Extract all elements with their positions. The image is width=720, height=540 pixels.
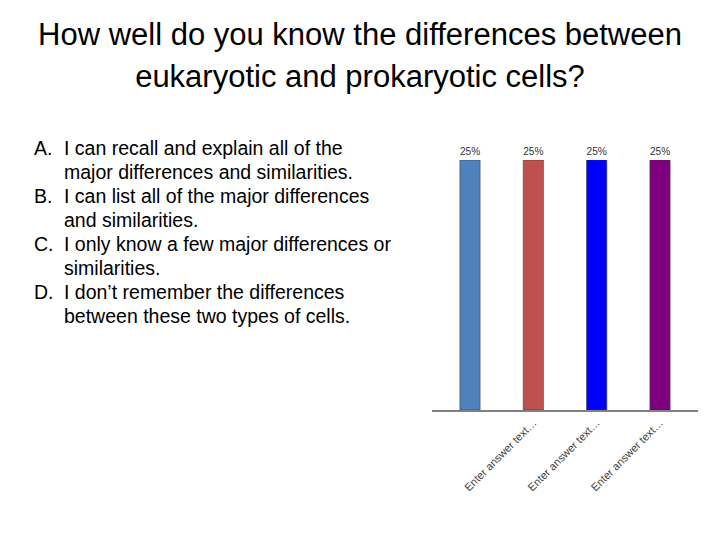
svg-text:Enter answer text…: Enter answer text… <box>525 417 602 494</box>
html-text:A.: A. <box>34 137 53 159</box>
html-text:C.: C. <box>34 233 54 255</box>
html-text:How well do you know the diffe: How well do you know the differences bet… <box>38 17 682 94</box>
html-text:I don’t remember the differenc: I don’t remember the differences between… <box>64 281 351 327</box>
html-text:B.: B. <box>34 185 53 207</box>
svg-text:25%: 25% <box>460 146 480 157</box>
html-text:I only know a few major differ: I only know a few major differences or s… <box>64 233 391 279</box>
svg-text:25%: 25% <box>523 146 543 157</box>
svg-text:Enter answer text…: Enter answer text… <box>589 417 666 494</box>
html-text:D.: D. <box>34 281 54 303</box>
svg-text:25%: 25% <box>587 146 607 157</box>
html-text:I can list all of the major di: I can list all of the major differences … <box>64 185 370 231</box>
html-text:I can recall and explain all o: I can recall and explain all of the majo… <box>64 137 353 183</box>
svg-text:Enter answer text…: Enter answer text… <box>462 417 539 494</box>
svg-text:25%: 25% <box>650 146 670 157</box>
